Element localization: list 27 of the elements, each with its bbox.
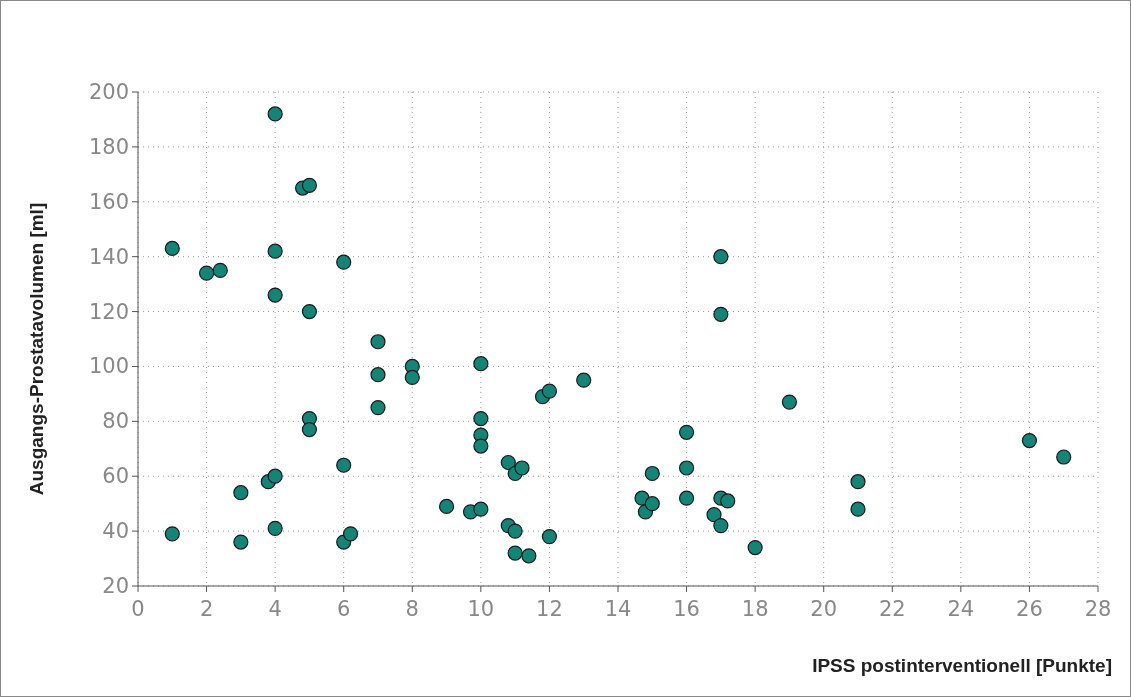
- y-tick-label: 200: [88, 80, 129, 104]
- y-tick-label: 180: [88, 134, 129, 159]
- x-tick-label: 20: [810, 597, 838, 621]
- y-tick-label: 140: [88, 244, 129, 269]
- y-tick-label: 80: [102, 409, 129, 434]
- y-tick-label: 60: [102, 464, 129, 489]
- x-tick-label: 28: [1084, 597, 1112, 621]
- y-tick-label: 40: [102, 519, 129, 544]
- x-tick-label: 10: [467, 597, 495, 621]
- y-tick-label: 120: [88, 299, 129, 324]
- x-tick-label: 8: [405, 597, 419, 621]
- x-tick-label: 6: [337, 597, 351, 621]
- y-tick-label: 20: [102, 574, 129, 598]
- x-tick-label: 26: [1016, 597, 1043, 621]
- x-tick-label: 2: [199, 597, 214, 621]
- x-tick-label: 18: [741, 597, 769, 621]
- x-tick-label: 0: [131, 597, 145, 621]
- y-tick-label: 160: [88, 189, 129, 214]
- x-tick-label: 14: [604, 597, 632, 621]
- x-tick-label: 24: [947, 597, 975, 621]
- x-tick-label: 4: [268, 597, 282, 621]
- x-axis-title: IPSS postinterventionell [Punkte]: [812, 655, 1112, 676]
- x-tick-label: 16: [673, 597, 700, 621]
- y-tick-label: 100: [88, 354, 129, 379]
- y-axis-title: Ausgangs-Prostatavolumen [ml]: [26, 202, 47, 496]
- x-tick-label: 22: [878, 597, 906, 621]
- x-tick-label: 12: [536, 597, 563, 621]
